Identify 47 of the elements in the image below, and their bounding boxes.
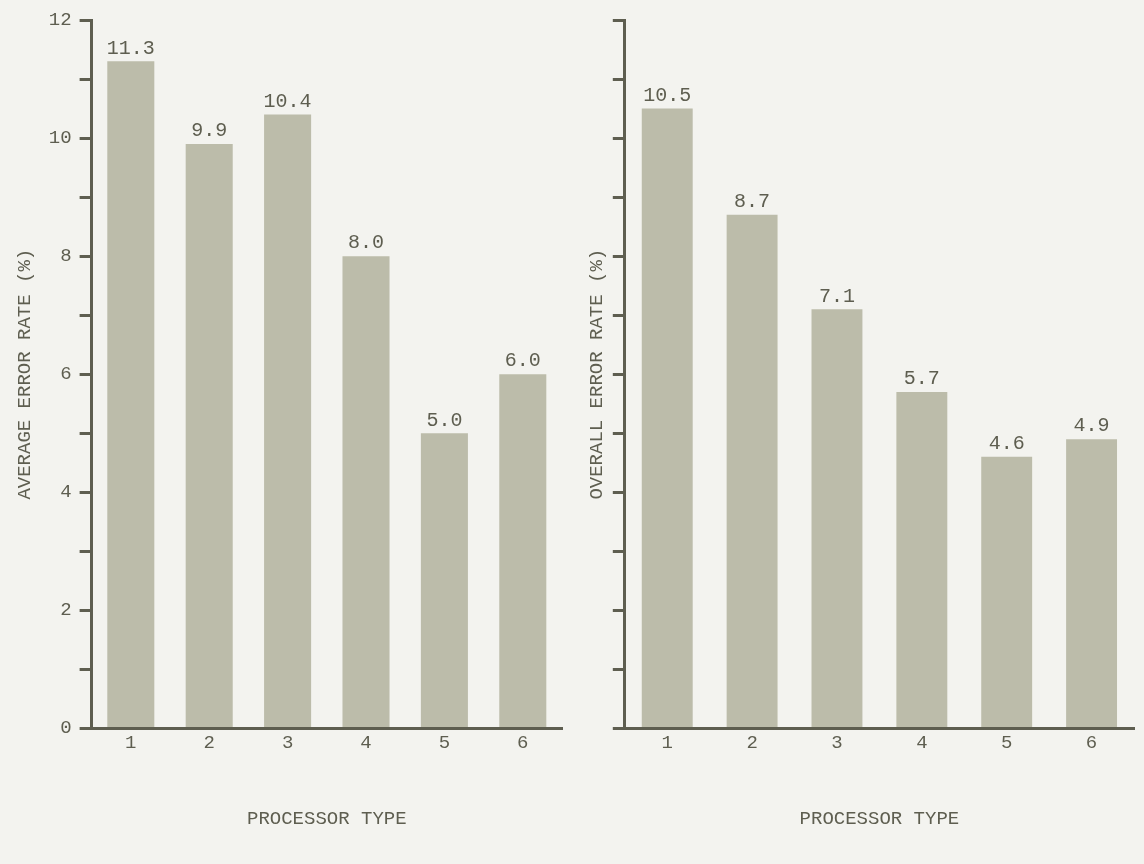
bar [981,456,1033,727]
data-label: 4.6 [988,432,1025,456]
y-tick-label: 0 [60,717,72,740]
y-tick-label: 10 [48,127,72,150]
y-tick-label: 8 [60,245,72,268]
bar [420,433,468,727]
y-tick-label: 12 [48,9,72,32]
bar [811,309,863,727]
x-tick-label: 4 [916,731,928,754]
data-label: 10.4 [263,89,312,113]
data-label: 8.0 [347,231,385,255]
data-label: 7.1 [818,284,855,308]
y-tick-label: 2 [60,599,72,622]
bar [1066,439,1118,727]
data-label: 10.5 [643,83,692,107]
bar [499,374,547,727]
bar [342,256,390,727]
x-tick-label: 3 [831,731,843,754]
bar [896,391,948,727]
data-label: 11.3 [106,36,155,60]
bar [107,61,155,727]
y-axis-title: AVERAGE ERROR RATE (%) [14,248,37,500]
x-tick-label: 3 [281,731,294,754]
x-tick-label: 2 [746,731,758,754]
x-axis-title: PROCESSOR TYPE [246,807,407,830]
data-label: 5.0 [426,408,463,432]
x-tick-label: 2 [203,731,215,754]
x-tick-label: 6 [517,731,529,754]
x-tick-label: 5 [1001,731,1013,754]
y-axis-title: OVERALL ERROR RATE (%) [586,248,609,500]
y-tick-label: 6 [60,363,72,386]
x-tick-label: 1 [661,731,673,754]
bar [185,143,233,727]
data-label: 6.0 [504,349,541,373]
x-axis-title: PROCESSOR TYPE [799,807,960,830]
y-tick-label: 4 [60,481,72,504]
bar [726,214,778,727]
data-label: 5.7 [903,367,940,391]
bar [264,114,312,727]
x-tick-label: 4 [360,731,372,754]
x-tick-label: 1 [125,731,137,754]
data-label: 8.7 [734,190,771,214]
x-tick-label: 5 [438,731,451,754]
data-label: 9.9 [191,119,228,143]
bar [641,108,693,727]
x-tick-label: 6 [1085,731,1098,754]
data-label: 4.9 [1073,414,1110,438]
